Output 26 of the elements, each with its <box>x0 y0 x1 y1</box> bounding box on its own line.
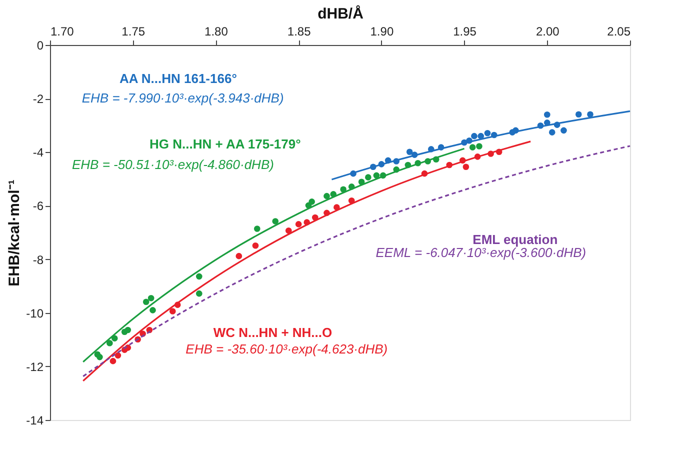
y-tick-label: -6 <box>32 199 44 214</box>
x-tick-label: 1.85 <box>287 24 312 38</box>
line-series <box>330 110 631 180</box>
x-tick-label: 1.75 <box>122 24 146 38</box>
x-axis-title: dHB/Å <box>318 4 364 22</box>
x-tick-label: 1.70 <box>50 24 74 38</box>
y-axis-title: EHB/kcal·mol⁻¹ <box>6 180 24 286</box>
annotation: EHB = -35.60·10³·exp(-4.623·dHB) <box>186 342 388 357</box>
annotation: AA N...HN 161-166° <box>119 70 237 86</box>
y-tick-label: -8 <box>32 252 44 267</box>
x-tick-label: 2.00 <box>536 24 560 38</box>
y-tick-label: -12 <box>26 360 44 374</box>
annotation: EML equation <box>472 232 558 247</box>
annotation: WC N...HN + NH...O <box>213 324 332 340</box>
annotation: EHB = -50.51·10³·exp(-4.860·dHB) <box>72 157 274 172</box>
y-tick-label: -2 <box>32 92 44 106</box>
x-tick-label: 1.80 <box>204 24 228 38</box>
y-tick-label: -14 <box>26 414 44 428</box>
x-tick-label: 1.90 <box>370 24 394 38</box>
x-tick-label: 1.95 <box>453 24 477 38</box>
annotation: EHB = -7.990·10³·exp(-3.943·dHB) <box>82 90 284 106</box>
y-tick-label: -10 <box>26 306 44 320</box>
y-tick-label: -4 <box>32 146 44 160</box>
y-tick-label: 0 <box>36 38 44 52</box>
x-tick-label: 2.05 <box>607 24 631 38</box>
annotation: HG N...HN + AA 175-179° <box>150 136 301 152</box>
